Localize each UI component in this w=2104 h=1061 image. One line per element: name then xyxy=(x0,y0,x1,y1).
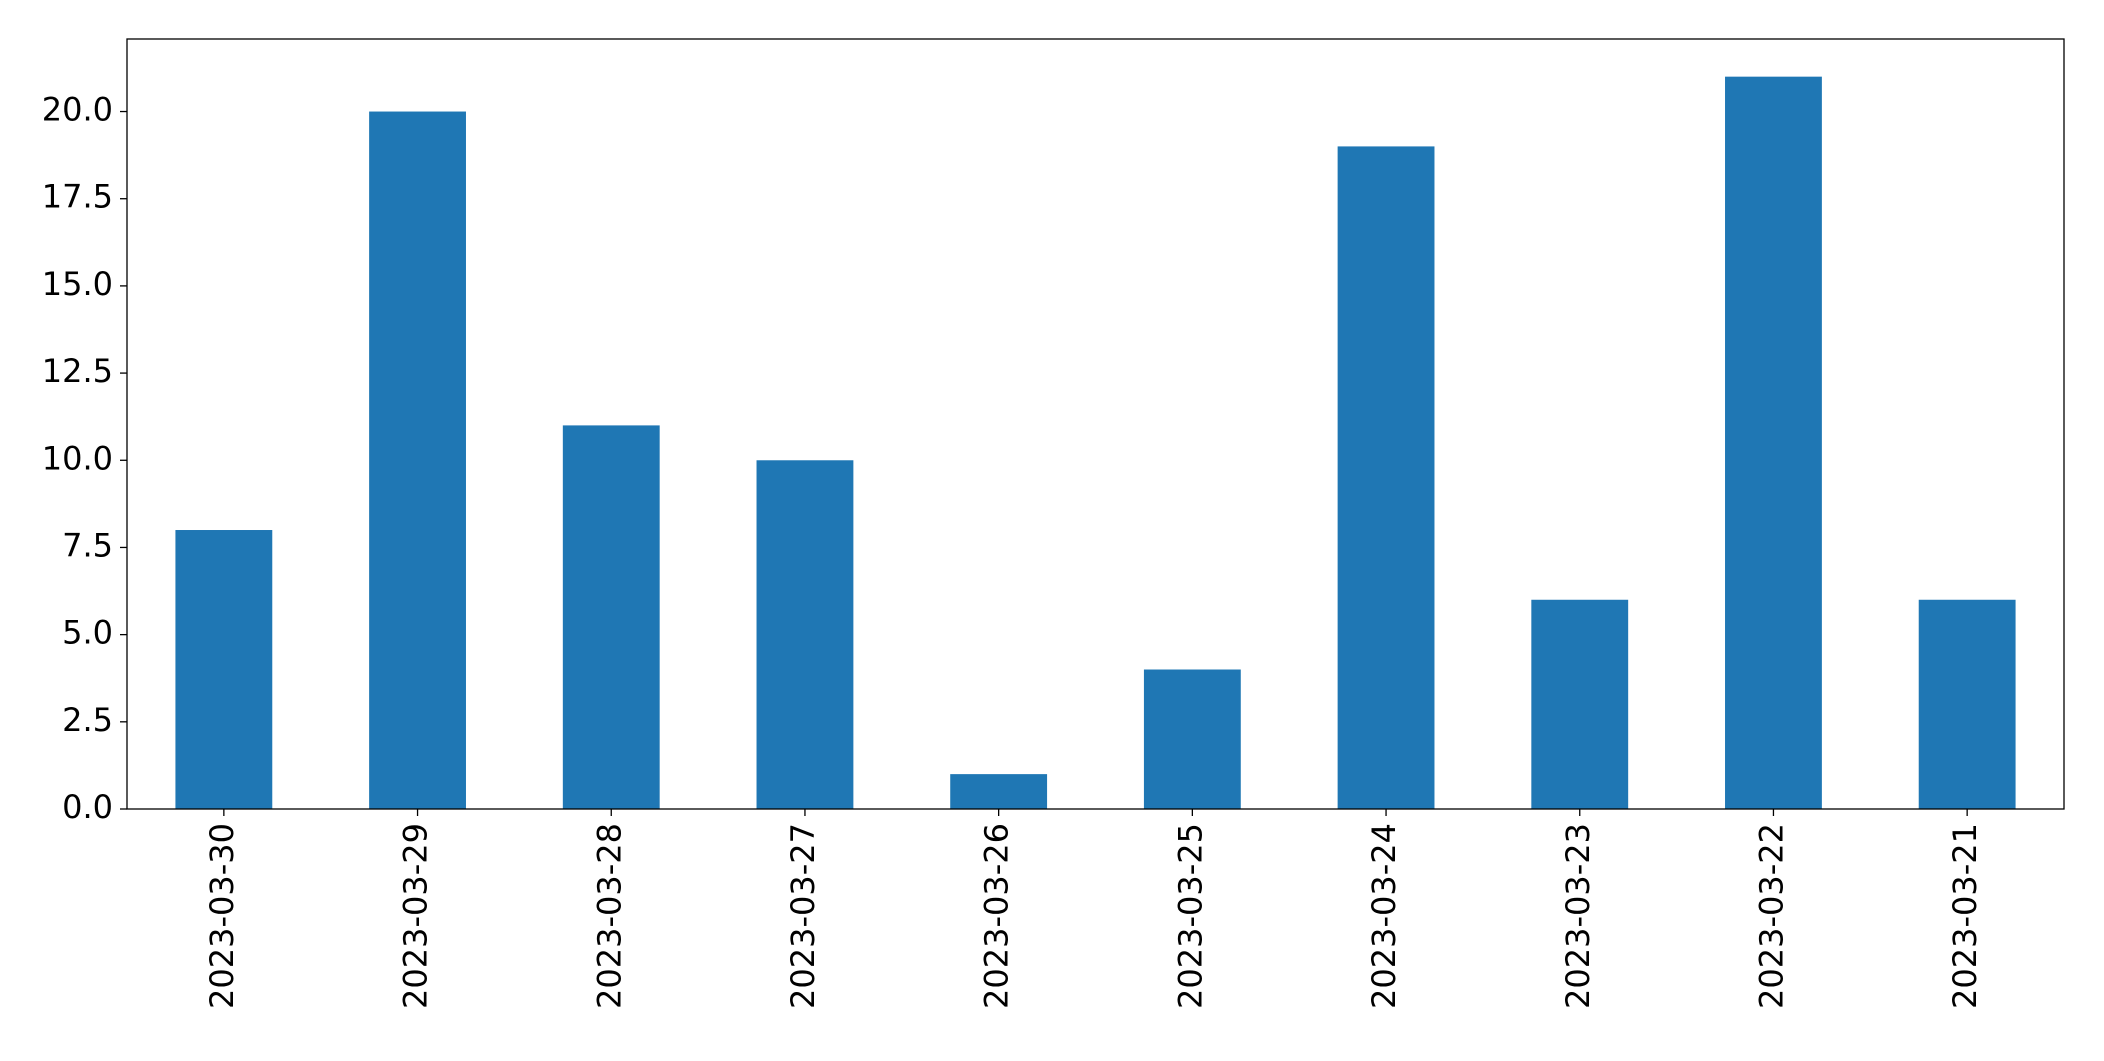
y-tick-label: 15.0 xyxy=(42,265,113,303)
y-tick-label: 7.5 xyxy=(62,526,113,564)
bar xyxy=(175,530,273,809)
x-tick-label: 2023-03-25 xyxy=(1171,823,1209,1009)
y-tick-label: 10.0 xyxy=(42,439,113,477)
bar xyxy=(1918,599,2016,809)
bar xyxy=(1143,669,1241,809)
bar xyxy=(369,111,466,809)
x-tick-label: 2023-03-22 xyxy=(1752,823,1790,1009)
x-tick-label: 2023-03-27 xyxy=(784,823,822,1009)
y-tick-label: 0.0 xyxy=(62,788,113,826)
x-tick-label: 2023-03-30 xyxy=(203,823,241,1009)
y-tick-label: 20.0 xyxy=(42,91,113,129)
y-tick-label: 12.5 xyxy=(42,352,113,390)
bar xyxy=(1725,76,1822,810)
x-tick-label: 2023-03-28 xyxy=(590,823,628,1009)
x-tick-label: 2023-03-24 xyxy=(1365,823,1403,1009)
bar xyxy=(1337,146,1435,809)
y-tick-label: 2.5 xyxy=(62,701,113,739)
bar xyxy=(562,425,660,809)
bar xyxy=(756,460,854,809)
axes-frame xyxy=(126,38,2065,810)
bar xyxy=(950,774,1048,809)
x-tick-label: 2023-03-29 xyxy=(397,823,435,1009)
y-tick-label: 5.0 xyxy=(62,614,113,652)
x-tick-label: 2023-03-21 xyxy=(1946,823,1984,1009)
bar xyxy=(1531,599,1629,809)
x-tick-label: 2023-03-26 xyxy=(978,823,1016,1009)
y-tick-label: 17.5 xyxy=(42,178,113,216)
x-tick-label: 2023-03-23 xyxy=(1559,823,1597,1009)
